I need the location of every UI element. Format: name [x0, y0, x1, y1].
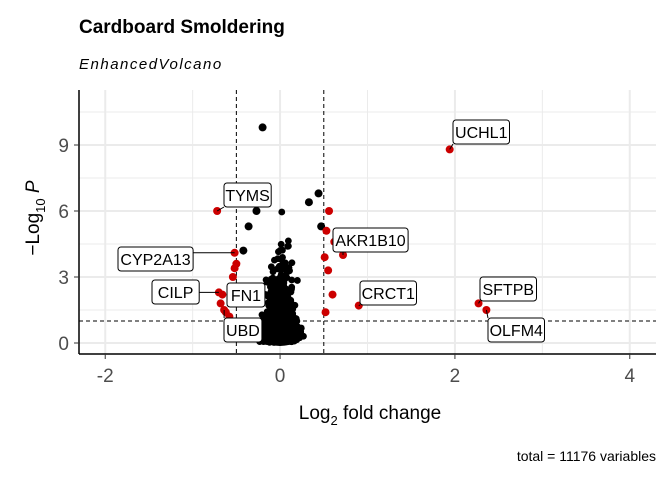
data-point	[281, 287, 288, 294]
gene-label-box	[487, 317, 545, 343]
gene-label-box	[359, 280, 417, 306]
plot-panel: UCHL1 TYMS AKR1B10 CYP2A13 SFTPB CRCT1 CILP FN1…	[79, 90, 656, 354]
gene-label: CILP	[158, 285, 194, 302]
data-point	[252, 207, 261, 215]
data-point	[262, 276, 270, 284]
significant-point	[324, 266, 333, 275]
gene-label-box	[452, 119, 510, 145]
gene-label-box	[223, 317, 263, 343]
data-point	[277, 240, 285, 248]
significant-point	[322, 226, 331, 235]
data-point	[314, 189, 323, 198]
data-point	[281, 265, 289, 273]
data-point	[266, 283, 274, 291]
gene-label: CRCT1	[362, 286, 415, 303]
chart-subtitle: EnhancedVolcano	[79, 56, 223, 73]
data-point	[273, 265, 281, 273]
significant-point	[216, 299, 225, 308]
data-point	[291, 301, 299, 309]
x-axis-label: Log2 fold change	[299, 403, 441, 428]
grid-major	[79, 90, 656, 354]
data-point	[275, 248, 282, 256]
y-axis-label: −Log10 P	[23, 180, 48, 256]
y-tick-label: 3	[58, 268, 69, 289]
gene-label: TYMS	[225, 188, 269, 205]
data-point	[270, 306, 277, 313]
data-point	[279, 259, 287, 267]
data-point	[275, 284, 283, 291]
y-tick-label: 9	[58, 136, 69, 157]
gene-label: CYP2A13	[120, 252, 190, 269]
gene-label-box	[226, 282, 266, 308]
data-point	[284, 237, 292, 245]
label-connector	[216, 206, 225, 212]
data-points	[213, 123, 491, 321]
x-tick-label: 0	[275, 366, 286, 387]
data-point	[239, 246, 248, 255]
x-tick-labels: -2 0 2 4	[97, 354, 635, 387]
data-point	[244, 222, 253, 231]
data-point	[271, 256, 278, 264]
gene-label-box	[332, 227, 409, 253]
x-tick-label: -2	[97, 366, 114, 387]
chart-title: Cardboard Smoldering	[79, 17, 285, 38]
grid-minor	[79, 90, 656, 354]
data-point	[269, 274, 277, 282]
label-connectors	[193, 143, 489, 319]
significant-point	[232, 259, 241, 268]
gene-label: SFTPB	[482, 282, 534, 299]
y-tick-label: 6	[58, 202, 69, 223]
y-tick-labels: 0 3 6 9	[58, 136, 79, 355]
data-point	[278, 277, 286, 285]
gene-label: OLFM4	[490, 323, 543, 340]
data-point	[278, 208, 286, 216]
data-point	[293, 277, 301, 284]
gene-label: FN1	[231, 288, 261, 305]
significant-point	[325, 207, 334, 215]
gene-label: UCHL1	[455, 125, 508, 142]
y-tick-label: 0	[58, 334, 69, 355]
data-point	[269, 300, 276, 308]
data-point	[273, 294, 281, 302]
axes	[78, 90, 656, 355]
x-tick-label: 4	[624, 366, 635, 387]
point-cloud	[253, 208, 307, 346]
gene-label-box	[151, 279, 200, 305]
significant-point	[320, 253, 329, 262]
x-tick-label: 2	[450, 366, 461, 387]
gene-label: UBD	[226, 323, 260, 340]
data-point	[286, 298, 294, 305]
label-connector	[449, 143, 454, 150]
data-point	[260, 312, 267, 319]
data-point	[278, 309, 285, 317]
data-point	[267, 290, 275, 298]
label-connector	[478, 300, 481, 304]
gene-label-box	[479, 276, 537, 302]
data-point	[317, 222, 326, 231]
data-point-dense-core	[256, 318, 305, 346]
gene-label: AKR1B10	[335, 233, 405, 250]
gene-labels: UCHL1 TYMS AKR1B10 CYP2A13 SFTPB CRCT1 CILP FN1…	[117, 119, 545, 343]
data-point	[275, 302, 283, 310]
data-point	[258, 123, 267, 132]
data-point	[304, 198, 313, 207]
label-connector	[485, 309, 489, 319]
gene-label-box	[223, 182, 272, 208]
significant-point	[328, 290, 337, 299]
caption: total = 11176 variables	[517, 448, 656, 464]
label-connector	[358, 304, 361, 307]
gene-label-box	[117, 246, 194, 272]
data-point	[284, 242, 292, 250]
significant-point	[228, 273, 237, 281]
significant-point	[321, 308, 330, 317]
